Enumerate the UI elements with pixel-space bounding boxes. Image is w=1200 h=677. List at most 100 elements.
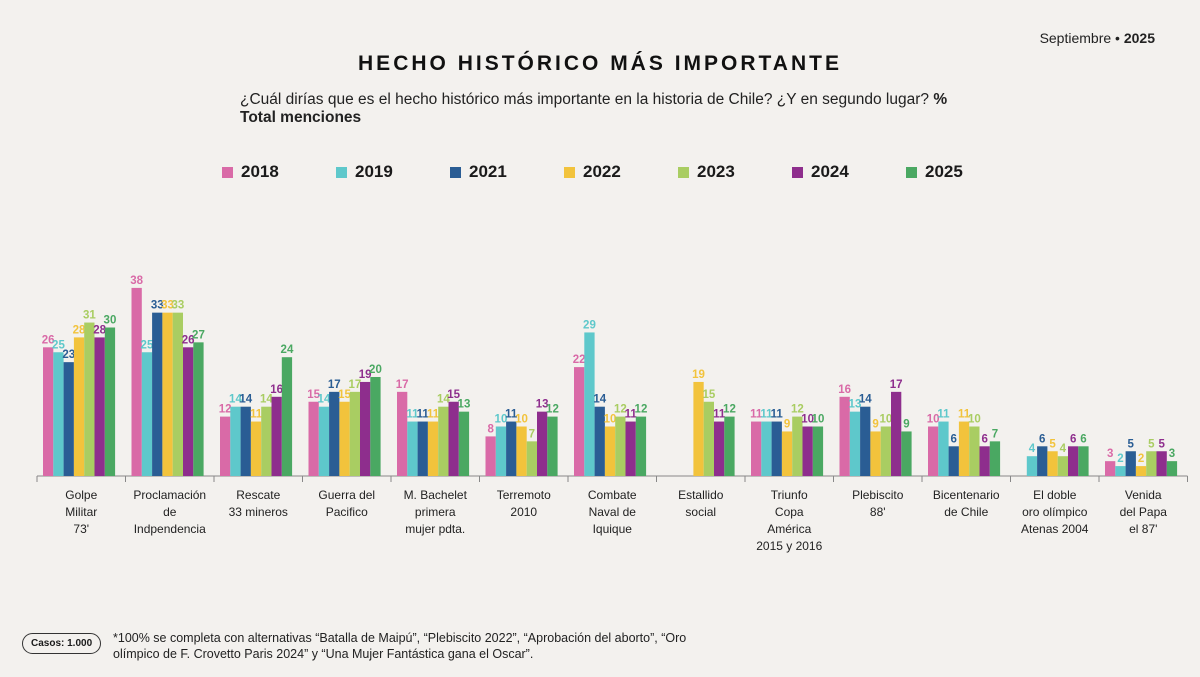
bar-value-label: 11 <box>505 409 518 421</box>
bar-value-label: 11 <box>406 409 419 421</box>
bar-value-label: 6 <box>1039 433 1045 445</box>
bar-2022 <box>958 421 970 476</box>
bar-value-label: 3 <box>1107 448 1113 460</box>
bar-value-label: 4 <box>1029 443 1036 455</box>
bar-value-label: 5 <box>1148 438 1155 450</box>
category-label: El doble <box>1033 488 1077 502</box>
bar-2021 <box>240 406 251 476</box>
report-month: Septiembre • <box>1039 30 1120 46</box>
category-label: Rescate <box>236 488 280 502</box>
bar-2022 <box>516 426 527 476</box>
legend-item-2022: 2022 <box>564 162 678 182</box>
bar-2019 <box>141 352 153 476</box>
bar-2019 <box>230 406 241 476</box>
category-label: Golpe <box>65 488 97 502</box>
bar-value-label: 5 <box>1128 438 1135 450</box>
bar-value-label: 19 <box>692 369 705 381</box>
category-label: Iquique <box>593 522 633 536</box>
bar-2024 <box>360 381 371 476</box>
bar-2018 <box>220 416 231 476</box>
bar-2019 <box>318 406 330 476</box>
bar-2024 <box>802 426 813 476</box>
bar-2019 <box>53 352 64 476</box>
bar-value-label: 11 <box>958 409 971 421</box>
bar-value-label: 13 <box>849 399 862 411</box>
bar-value-label: 6 <box>1080 433 1086 445</box>
bar-value-label: 23 <box>62 349 75 361</box>
bar-2021 <box>594 406 605 476</box>
bar-value-label: 15 <box>702 389 715 401</box>
category-label: Guerra del <box>318 488 375 502</box>
category-label: 88' <box>870 505 886 519</box>
bar-value-label: 11 <box>937 409 950 421</box>
category-label: 73' <box>73 522 89 536</box>
bar-value-label: 10 <box>812 414 825 426</box>
bar-value-label: 25 <box>141 339 154 351</box>
category-label: Combate <box>588 488 637 502</box>
category-label: Indpendencia <box>134 522 206 536</box>
category-label: primera <box>415 505 456 519</box>
bar-value-label: 30 <box>104 315 117 327</box>
bar-value-label: 10 <box>968 414 981 426</box>
bar-value-label: 3 <box>1169 448 1175 460</box>
legend-label: 2025 <box>925 162 963 181</box>
bar-2021 <box>860 406 871 476</box>
bar-2019 <box>1026 456 1038 476</box>
bar-value-label: 17 <box>328 379 341 391</box>
bar-value-label: 38 <box>130 275 143 287</box>
bar-value-label: 10 <box>515 414 528 426</box>
bar-value-label: 25 <box>52 339 65 351</box>
bar-2023 <box>172 312 183 476</box>
subtitle-question: ¿Cuál dirías que es el hecho histórico m… <box>240 91 929 108</box>
bar-2022 <box>250 421 262 476</box>
bar-2021 <box>152 312 163 476</box>
chart-legend: 2018 2019 2021 2022 2023 2024 2025 <box>222 162 1020 182</box>
bar-2019 <box>761 421 772 476</box>
bar-value-label: 33 <box>161 300 174 312</box>
chart-subtitle: ¿Cuál dirías que es el hecho histórico m… <box>240 91 960 127</box>
bar-value-label: 22 <box>573 354 586 366</box>
bar-value-label: 14 <box>318 394 331 406</box>
legend-label: 2023 <box>697 162 735 181</box>
bar-2022 <box>73 337 85 476</box>
bar-value-label: 10 <box>604 414 617 426</box>
bar-2021 <box>771 421 782 476</box>
bar-2023 <box>703 401 714 476</box>
legend-swatch <box>792 166 803 178</box>
bar-value-label: 11 <box>427 409 440 421</box>
bar-value-label: 31 <box>83 310 96 322</box>
bar-value-label: 9 <box>872 418 878 430</box>
bar-value-label: 12 <box>791 404 804 416</box>
bar-2019 <box>495 426 507 476</box>
report-year: 2025 <box>1123 30 1155 46</box>
bar-2019 <box>1115 466 1126 476</box>
bar-2025 <box>1166 461 1178 476</box>
bar-value-label: 11 <box>750 409 763 421</box>
legend-item-2021: 2021 <box>450 162 564 182</box>
category-label: del Papa <box>1120 505 1168 519</box>
bar-value-label: 13 <box>536 399 549 411</box>
bar-2019 <box>407 421 418 476</box>
category-label: Terremoto <box>497 488 551 502</box>
bar-2023 <box>969 426 980 476</box>
bar-2024 <box>448 401 459 476</box>
legend-label: 2019 <box>355 162 393 181</box>
bar-2018 <box>397 391 408 476</box>
bar-value-label: 14 <box>229 394 242 406</box>
category-label: de Chile <box>944 505 988 519</box>
category-label: social <box>685 505 716 519</box>
bar-value-label: 10 <box>495 414 508 426</box>
legend-label: 2021 <box>469 162 507 181</box>
category-label: 2015 y 2016 <box>756 539 822 553</box>
bar-2018 <box>751 421 762 476</box>
bar-value-label: 5 <box>1049 438 1056 450</box>
bar-2024 <box>979 446 990 476</box>
bar-value-label: 12 <box>614 404 627 416</box>
bar-2023 <box>1057 456 1068 476</box>
legend-item-2023: 2023 <box>678 162 792 182</box>
legend-swatch <box>678 166 689 178</box>
category-label: Naval de <box>589 505 637 519</box>
category-label: 33 mineros <box>229 505 288 519</box>
bar-2021 <box>506 421 517 476</box>
